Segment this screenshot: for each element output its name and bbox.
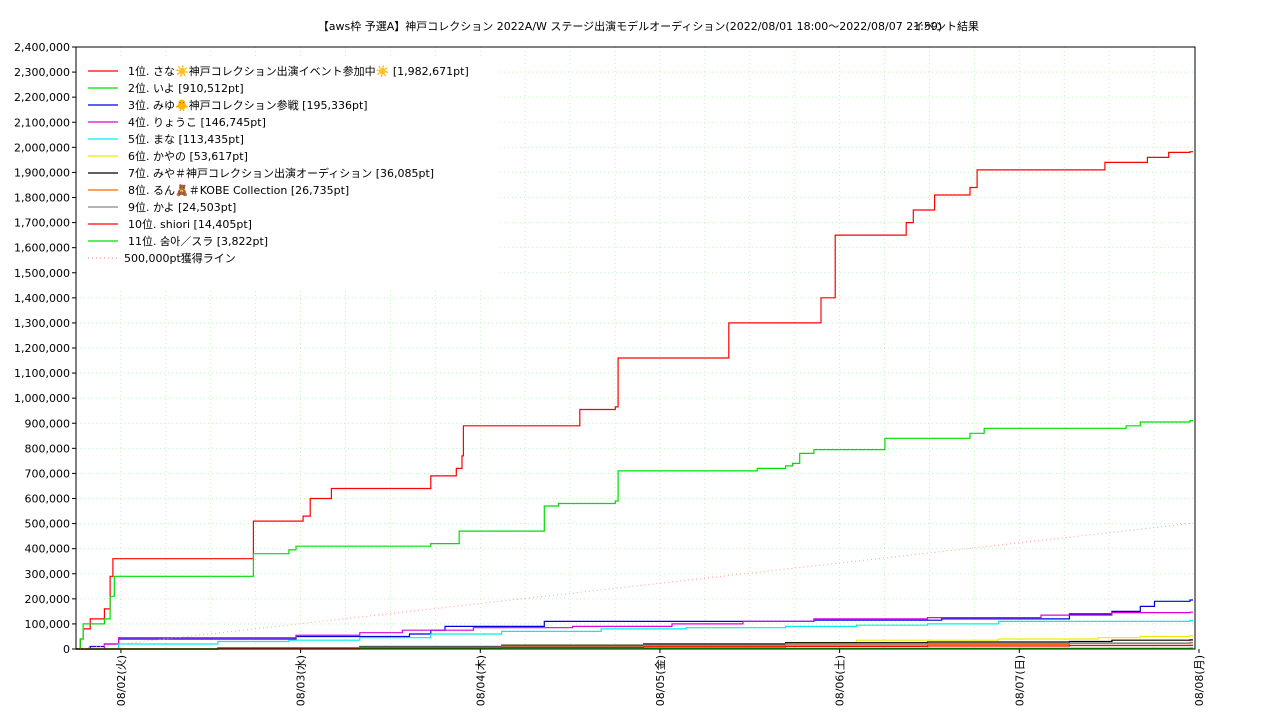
chart-subtitle: イベント結果 [913, 19, 979, 33]
y-tick-label: 100,000 [25, 618, 71, 631]
x-tick-label: 08/08(月) [1193, 655, 1206, 706]
y-tick-label: 1,200,000 [14, 342, 70, 355]
y-tick-label: 600,000 [25, 493, 71, 506]
legend-label: 8位. るん🧸＃KOBE Collection [26,735pt] [128, 183, 349, 197]
y-tick-label: 1,000,000 [14, 392, 70, 405]
legend-label: 6位. かやの [53,617pt] [128, 149, 248, 163]
series-line-5 [76, 619, 1193, 650]
legend-label: 10位. shiori [14,405pt] [128, 217, 252, 231]
y-tick-label: 2,200,000 [14, 91, 70, 104]
x-tick-label: 08/04(木) [474, 655, 487, 706]
y-tick-label: 1,900,000 [14, 166, 70, 179]
y-tick-label: 1,800,000 [14, 192, 70, 205]
y-tick-label: 1,300,000 [14, 317, 70, 330]
y-tick-label: 500,000 [25, 518, 71, 531]
y-tick-label: 300,000 [25, 568, 71, 581]
y-tick-label: 800,000 [25, 442, 71, 455]
plot-frame [75, 46, 1196, 650]
x-tick-label: 08/06(土) [834, 655, 847, 706]
legend-label: 4位. りょうこ [146,745pt] [128, 115, 266, 129]
y-tick-label: 1,600,000 [14, 242, 70, 255]
y-tick-label: 1,500,000 [14, 267, 70, 280]
y-tick-label: 200,000 [25, 593, 71, 606]
legend-label: 500,000pt獲得ライン [124, 252, 236, 265]
x-tick-label: 08/02(火) [115, 655, 128, 706]
y-tick-label: 2,000,000 [14, 141, 70, 154]
legend-label: 1位. さな☀️神戸コレクション出演イベント参加中☀️ [1,982,671pt… [128, 64, 469, 78]
y-tick-label: 2,300,000 [14, 66, 70, 79]
y-tick-label: 1,100,000 [14, 367, 70, 380]
legend-background [79, 58, 499, 290]
legend: 1位. さな☀️神戸コレクション出演イベント参加中☀️ [1,982,671pt… [79, 58, 499, 290]
x-tick-label: 08/05(金) [653, 655, 667, 706]
series-line-9 [76, 642, 1193, 650]
y-tick-label: 0 [63, 643, 70, 656]
y-tick-label: 1,400,000 [14, 292, 70, 305]
series-line-2 [76, 420, 1193, 650]
series-line-4 [76, 611, 1193, 650]
x-tick-label: 08/03(水) [295, 655, 308, 706]
legend-label: 5位. まな [113,435pt] [128, 132, 244, 146]
series-line-12 [75, 523, 1191, 650]
axis-ticks: 0 100,000 200,000 300,000 400,000 500,000 600,… [14, 41, 1206, 706]
legend-label: 2位. いよ [910,512pt] [128, 81, 244, 95]
legend-label: 9位. かよ [24,503pt] [128, 200, 236, 214]
y-tick-label: 1,700,000 [14, 217, 70, 230]
chart-title: 【aws枠 予選A】神戸コレクション 2022A/W ステージ出演モデルオーディ… [318, 19, 942, 33]
series-line-1 [76, 151, 1193, 650]
y-tick-label: 700,000 [25, 467, 71, 480]
y-tick-label: 2,400,000 [14, 41, 70, 54]
y-tick-label: 2,100,000 [14, 116, 70, 129]
legend-label: 3位. みゆ🐥神戸コレクション参戦 [195,336pt] [128, 98, 368, 112]
x-tick-label: 08/07(日) [1013, 655, 1026, 706]
legend-label: 11位. 숨아／スラ [3,822pt] [128, 234, 268, 248]
y-tick-label: 400,000 [25, 543, 71, 556]
legend-label: 7位. みや＃神戸コレクション出演オーディション [36,085pt] [128, 166, 434, 180]
y-tick-label: 900,000 [25, 417, 71, 430]
